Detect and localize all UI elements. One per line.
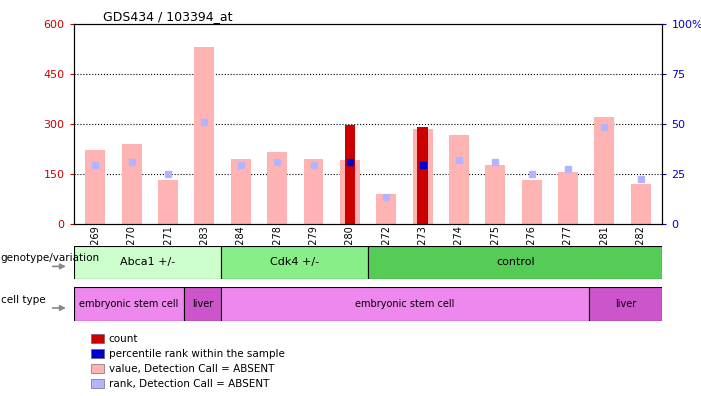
Text: embryonic stem cell: embryonic stem cell: [355, 299, 454, 309]
Text: liver: liver: [615, 299, 637, 309]
Bar: [184, 287, 221, 321]
Bar: [413, 129, 433, 224]
Bar: [522, 181, 542, 224]
Bar: [221, 287, 589, 321]
Text: cell type: cell type: [1, 295, 46, 305]
Bar: [158, 181, 178, 224]
Bar: [231, 159, 251, 224]
Bar: [376, 194, 396, 224]
Text: count: count: [109, 333, 138, 344]
Bar: [340, 160, 360, 224]
Text: liver: liver: [192, 299, 213, 309]
Text: control: control: [496, 257, 535, 267]
Bar: [594, 117, 614, 224]
Text: genotype/variation: genotype/variation: [1, 253, 100, 263]
Bar: [345, 126, 355, 224]
Text: rank, Detection Call = ABSENT: rank, Detection Call = ABSENT: [109, 379, 269, 389]
Bar: [368, 246, 662, 279]
Bar: [267, 152, 287, 224]
Text: Abca1 +/-: Abca1 +/-: [120, 257, 175, 267]
Bar: [122, 144, 142, 224]
Bar: [221, 246, 368, 279]
Bar: [589, 287, 662, 321]
Text: percentile rank within the sample: percentile rank within the sample: [109, 348, 285, 359]
Bar: [74, 287, 184, 321]
Bar: [449, 135, 469, 224]
Text: GDS434 / 103394_at: GDS434 / 103394_at: [103, 10, 233, 23]
Bar: [631, 184, 651, 224]
Bar: [304, 159, 323, 224]
Bar: [74, 246, 221, 279]
Bar: [194, 47, 215, 224]
Text: Cdk4 +/-: Cdk4 +/-: [270, 257, 319, 267]
Bar: [558, 172, 578, 224]
Bar: [418, 127, 428, 224]
Text: value, Detection Call = ABSENT: value, Detection Call = ABSENT: [109, 364, 274, 374]
Bar: [485, 166, 505, 224]
Text: embryonic stem cell: embryonic stem cell: [79, 299, 179, 309]
Bar: [86, 150, 105, 224]
